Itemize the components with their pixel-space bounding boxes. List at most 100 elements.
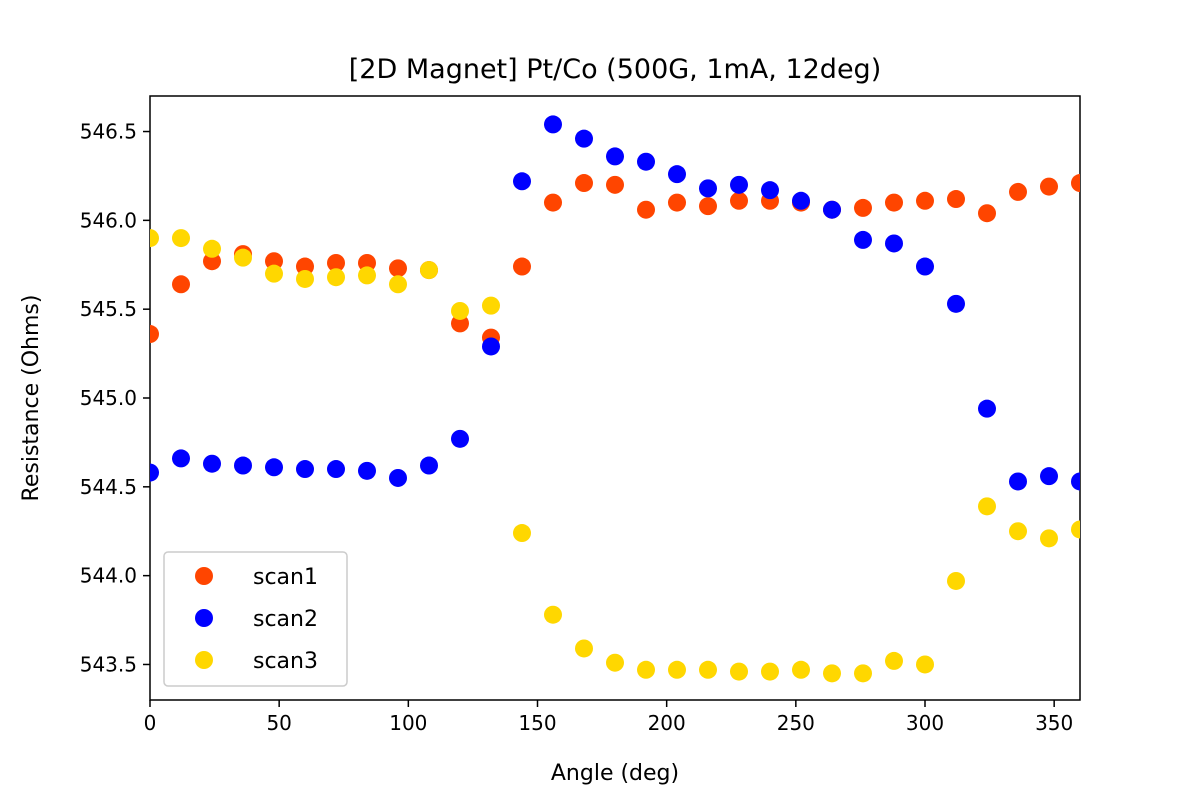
scan1-point xyxy=(978,204,996,223)
scan2-point xyxy=(451,429,469,448)
scan2-point xyxy=(606,147,624,166)
scan2-point xyxy=(1040,467,1058,486)
legend-label-scan2: scan2 xyxy=(253,607,318,632)
scan3-point xyxy=(823,664,841,683)
scan3-point xyxy=(150,229,159,248)
legend-label-scan3: scan3 xyxy=(253,649,318,674)
scan3-point xyxy=(916,655,934,674)
x-tick-label: 150 xyxy=(518,711,556,735)
scan3-point xyxy=(854,664,872,683)
scan1-point xyxy=(1009,182,1027,201)
scan3-point xyxy=(885,651,903,670)
scan3-point xyxy=(1040,529,1058,548)
scan1-point xyxy=(296,257,314,276)
x-tick-label: 200 xyxy=(648,711,686,735)
scan3-point xyxy=(699,660,717,679)
y-tick-label: 544.0 xyxy=(80,564,137,588)
scan3-point xyxy=(1009,522,1027,541)
scan1-point xyxy=(389,259,407,278)
scan2-point xyxy=(203,454,221,473)
scan2-point xyxy=(265,458,283,477)
scan2-point xyxy=(792,191,810,210)
scan2-point xyxy=(854,230,872,249)
scan1-point xyxy=(1040,177,1058,196)
scan2-point xyxy=(730,175,748,194)
scan2-point xyxy=(482,337,500,356)
scan1-point xyxy=(668,193,686,212)
y-tick-label: 546.5 xyxy=(80,120,137,144)
scan3-point xyxy=(513,524,531,543)
scan3-point xyxy=(947,571,965,590)
scan1-point xyxy=(513,257,531,276)
scan3-point xyxy=(420,261,438,280)
scan2-point xyxy=(327,460,345,479)
x-tick-label: 50 xyxy=(266,711,291,735)
scan3-point xyxy=(792,660,810,679)
scan2-point xyxy=(420,456,438,475)
y-axis-label: Resistance (Ohms) xyxy=(19,295,44,502)
scan1-point xyxy=(1071,174,1080,193)
y-tick-label: 545.5 xyxy=(80,297,137,321)
scan3-point xyxy=(389,275,407,294)
scan2-point xyxy=(575,129,593,148)
scan2-point xyxy=(172,449,190,468)
scan1-point xyxy=(637,200,655,219)
scan3-point xyxy=(637,660,655,679)
scan1-point xyxy=(203,252,221,271)
plot-area xyxy=(149,95,1081,701)
scan3-point xyxy=(172,229,190,248)
x-tick-label: 300 xyxy=(906,711,944,735)
scan3-point xyxy=(575,639,593,658)
legend-box xyxy=(163,551,348,687)
y-tick-label: 544.5 xyxy=(80,475,137,499)
scan2-point xyxy=(823,200,841,219)
legend-marker-scan1 xyxy=(195,567,213,585)
legend-label-scan1: scan1 xyxy=(253,565,318,590)
scan2-point xyxy=(358,461,376,480)
scan2-point xyxy=(978,399,996,418)
scan1-point xyxy=(327,253,345,272)
points-layer xyxy=(150,115,1080,683)
scan3-point xyxy=(451,301,469,320)
scan2-point xyxy=(234,456,252,475)
y-tick-label: 545.0 xyxy=(80,386,137,410)
scan3-point xyxy=(668,660,686,679)
x-tick-label: 350 xyxy=(1035,711,1073,735)
scan1-point xyxy=(358,253,376,272)
scan2-point xyxy=(761,181,779,200)
y-tick-label: 543.5 xyxy=(80,652,137,676)
scan1-point xyxy=(916,191,934,210)
scan3-point xyxy=(296,269,314,288)
scan2-point xyxy=(885,234,903,253)
scan2-point xyxy=(947,294,965,313)
scan2-point xyxy=(637,152,655,171)
scan2-point xyxy=(389,468,407,487)
scan1-point xyxy=(730,191,748,210)
scan2-point xyxy=(916,257,934,276)
legend-marker-scan2 xyxy=(195,609,213,627)
scan3-point xyxy=(327,268,345,287)
scan3-point xyxy=(1071,520,1080,539)
legend-marker-scan3 xyxy=(195,651,213,669)
scan2-point xyxy=(668,165,686,184)
scan3-point xyxy=(730,662,748,681)
scan1-point xyxy=(885,193,903,212)
y-tick-label: 546.0 xyxy=(80,208,137,232)
scan3-point xyxy=(234,248,252,267)
scan2-point xyxy=(513,172,531,191)
scan2-point xyxy=(699,179,717,198)
scan1-point xyxy=(606,175,624,194)
chart-title: [2D Magnet] Pt/Co (500G, 1mA, 12deg) xyxy=(349,54,881,85)
scan3-point xyxy=(978,497,996,516)
legend: scan1 scan2 scan3 xyxy=(163,551,348,687)
scan2-point xyxy=(1071,472,1080,491)
scan3-point xyxy=(265,264,283,283)
scan1-point xyxy=(150,325,159,344)
scan3-point xyxy=(606,653,624,672)
scan2-point xyxy=(296,460,314,479)
x-tick-label: 100 xyxy=(389,711,427,735)
scan1-point xyxy=(575,174,593,193)
x-axis-ticks: 0 50 100 150 200 250 300 350 xyxy=(144,700,1073,735)
scan1-point xyxy=(451,314,469,333)
